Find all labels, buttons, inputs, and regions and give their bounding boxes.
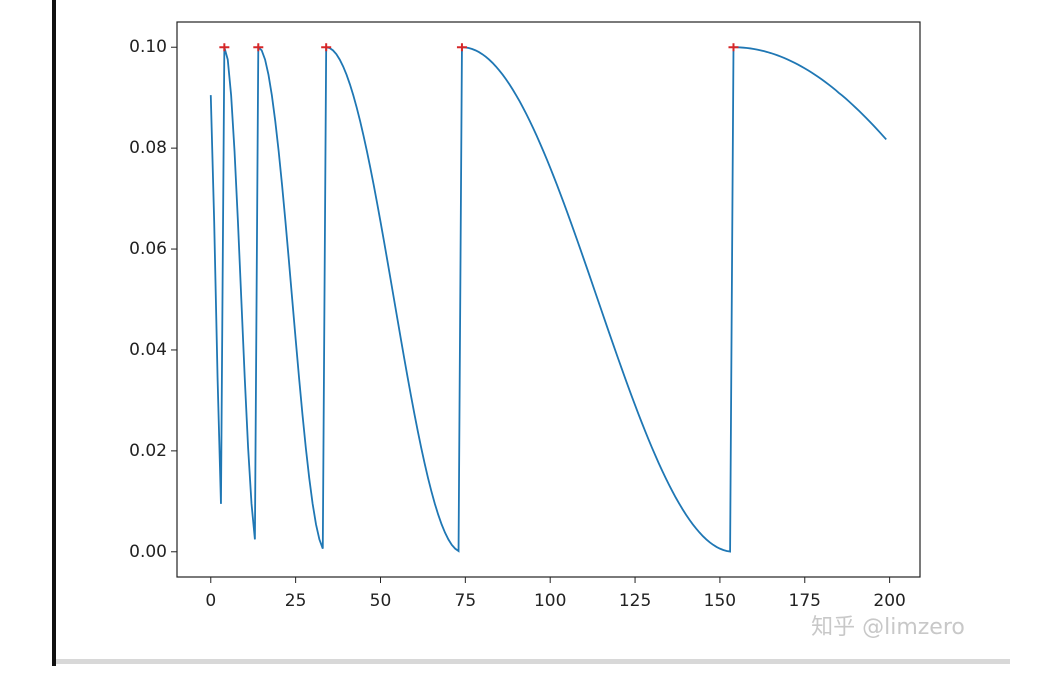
- x-tick-label: 75: [455, 591, 477, 611]
- y-tick-label: 0.08: [129, 138, 167, 158]
- x-tick-label: 200: [873, 591, 905, 611]
- restart-marker: [219, 43, 230, 52]
- plot-frame: [176, 21, 921, 578]
- x-tick-label: 25: [285, 591, 307, 611]
- restart-marker: [253, 43, 264, 52]
- restart-marker: [728, 43, 739, 52]
- restart-marker: [456, 43, 467, 52]
- restart-marker: [321, 43, 332, 52]
- watermark: 知乎 @limzero: [811, 615, 965, 640]
- x-tick-label: 0: [205, 591, 216, 611]
- x-tick-label: 50: [370, 591, 392, 611]
- y-tick-label: 0.06: [129, 239, 167, 259]
- x-tick-label: 175: [789, 591, 821, 611]
- y-tick-label: 0.04: [129, 340, 167, 360]
- window-bottom: [56, 659, 1010, 664]
- y-tick-label: 0.00: [129, 542, 167, 562]
- window-edge: [52, 0, 56, 666]
- lr-line: [209, 45, 887, 553]
- x-tick-label: 125: [619, 591, 651, 611]
- y-tick-label: 0.10: [129, 37, 167, 57]
- y-tick-label: 0.02: [129, 441, 167, 461]
- x-tick-label: 150: [704, 591, 736, 611]
- x-tick-label: 100: [534, 591, 566, 611]
